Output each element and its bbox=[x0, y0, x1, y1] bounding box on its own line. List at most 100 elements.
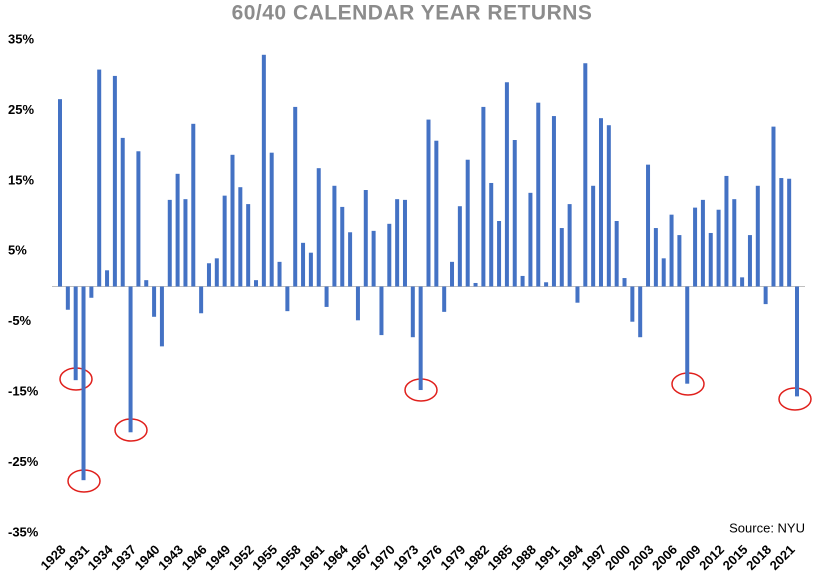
bar bbox=[348, 232, 353, 287]
chart-title: 60/40 CALENDAR YEAR RETURNS bbox=[232, 2, 593, 25]
bar bbox=[504, 82, 509, 287]
bar bbox=[465, 159, 470, 287]
x-tick-label: 1976 bbox=[414, 542, 445, 573]
x-tick-label: 1967 bbox=[343, 542, 374, 573]
x-tick-label: 2021 bbox=[767, 542, 798, 573]
y-tick-label: 5% bbox=[8, 243, 27, 258]
bar bbox=[575, 286, 580, 303]
bar bbox=[583, 63, 588, 287]
y-tick-label: -35% bbox=[8, 524, 39, 539]
bar bbox=[152, 286, 157, 317]
bar bbox=[269, 152, 274, 287]
x-tick-label: 1961 bbox=[296, 542, 327, 573]
bar bbox=[277, 261, 282, 287]
bar bbox=[206, 263, 211, 287]
bar bbox=[544, 282, 549, 287]
bar bbox=[89, 286, 94, 298]
bar bbox=[450, 261, 455, 287]
y-tick-label: 15% bbox=[8, 172, 34, 187]
bar bbox=[528, 192, 533, 287]
bar bbox=[724, 175, 729, 287]
bar bbox=[606, 125, 611, 287]
bar bbox=[112, 75, 117, 287]
bar bbox=[779, 178, 784, 287]
bar bbox=[410, 286, 415, 338]
bar bbox=[653, 228, 658, 287]
bar bbox=[536, 102, 541, 287]
bar bbox=[159, 286, 164, 347]
bar bbox=[371, 230, 376, 287]
bar bbox=[795, 286, 799, 397]
bar bbox=[261, 54, 266, 287]
bar bbox=[677, 235, 682, 287]
bar bbox=[512, 140, 517, 287]
x-tick-label: 1985 bbox=[484, 542, 515, 573]
bar bbox=[622, 278, 627, 287]
bar bbox=[81, 286, 86, 481]
bar bbox=[700, 199, 705, 287]
x-tick-label: 1970 bbox=[367, 542, 398, 573]
x-tick-label: 1952 bbox=[226, 542, 257, 573]
bar bbox=[379, 286, 384, 336]
x-tick-label: 1979 bbox=[437, 542, 468, 573]
bar bbox=[183, 199, 188, 287]
bar bbox=[395, 199, 400, 287]
bar bbox=[340, 206, 345, 287]
bar bbox=[308, 252, 313, 287]
bar bbox=[97, 69, 102, 287]
x-tick-label: 1928 bbox=[37, 542, 68, 573]
bar bbox=[254, 280, 259, 287]
bar bbox=[489, 182, 494, 287]
x-tick-label: 2018 bbox=[743, 542, 774, 573]
bar bbox=[324, 286, 329, 307]
source-note: Source: NYU bbox=[729, 520, 805, 535]
bar bbox=[755, 185, 760, 287]
x-tick-label: 1958 bbox=[273, 542, 304, 573]
bar bbox=[771, 126, 776, 287]
bar bbox=[747, 235, 752, 287]
bar bbox=[559, 228, 564, 287]
bar bbox=[363, 190, 368, 287]
y-tick-label: -5% bbox=[8, 313, 32, 328]
bar bbox=[614, 221, 619, 287]
x-tick-label: 1934 bbox=[85, 541, 117, 573]
bar bbox=[418, 286, 423, 391]
bar bbox=[230, 154, 235, 287]
x-tick-label: 1994 bbox=[555, 541, 587, 573]
bar bbox=[638, 286, 643, 338]
x-tick-label: 1955 bbox=[249, 542, 280, 573]
bar bbox=[630, 286, 635, 322]
bar bbox=[693, 207, 698, 287]
x-tick-label: 1937 bbox=[108, 542, 139, 573]
y-tick-label: -15% bbox=[8, 384, 39, 399]
bar bbox=[144, 280, 149, 287]
bar bbox=[293, 106, 298, 287]
x-tick-label: 1973 bbox=[390, 542, 421, 573]
bar bbox=[238, 187, 243, 287]
y-tick-label: -25% bbox=[8, 454, 39, 469]
bar bbox=[136, 151, 141, 287]
bar bbox=[402, 199, 407, 287]
bar bbox=[708, 232, 713, 287]
bar bbox=[222, 195, 227, 287]
bar bbox=[65, 286, 70, 310]
y-tick-label: 35% bbox=[8, 31, 34, 46]
bar bbox=[481, 106, 486, 287]
bar bbox=[120, 137, 125, 287]
bar bbox=[551, 116, 556, 287]
x-tick-label: 1949 bbox=[202, 542, 233, 573]
x-tick-label: 2000 bbox=[602, 542, 633, 573]
x-tick-label: 1997 bbox=[578, 542, 609, 573]
bar bbox=[473, 282, 478, 287]
x-tick-label: 1931 bbox=[61, 542, 92, 573]
bar bbox=[497, 221, 502, 287]
x-tick-label: 1964 bbox=[320, 541, 352, 573]
y-tick-label: 25% bbox=[8, 102, 34, 117]
bar bbox=[740, 277, 745, 287]
x-tick-label: 1988 bbox=[508, 542, 539, 573]
bar bbox=[598, 118, 603, 287]
bar bbox=[191, 123, 196, 287]
bar bbox=[763, 286, 768, 305]
x-tick-label: 2009 bbox=[673, 542, 704, 573]
